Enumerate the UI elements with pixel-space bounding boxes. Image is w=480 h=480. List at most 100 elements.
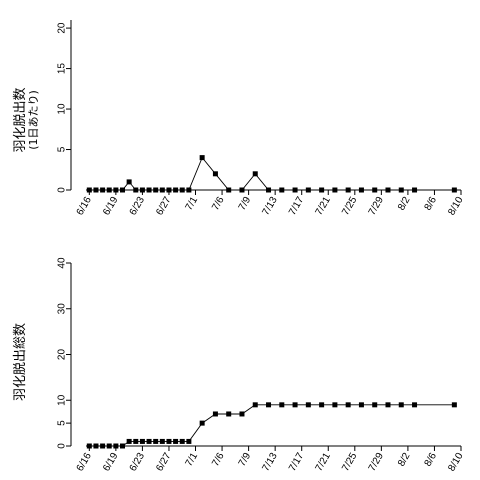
- data-point: [319, 187, 325, 193]
- data-point: [93, 443, 99, 449]
- data-point: [186, 187, 192, 193]
- data-point: [126, 438, 132, 444]
- x-tick-label: 7/25: [340, 195, 359, 218]
- data-point: [226, 187, 232, 193]
- data-point: [239, 187, 245, 193]
- y-tick-label: 40: [57, 257, 68, 269]
- data-point: [372, 187, 378, 193]
- data-point: [398, 402, 404, 408]
- data-point: [106, 443, 112, 449]
- data-point: [385, 402, 391, 408]
- data-point: [292, 402, 298, 408]
- x-tick-label: 7/13: [260, 195, 279, 218]
- y-tick-label: 15: [57, 63, 68, 75]
- x-tick-label: 7/21: [314, 451, 333, 474]
- data-point: [451, 402, 457, 408]
- x-tick-label: 6/23: [128, 195, 147, 218]
- data-point: [345, 187, 351, 193]
- data-point: [305, 187, 311, 193]
- y-axis-sublabel: (1日あたり): [27, 90, 40, 150]
- data-point: [133, 438, 139, 444]
- data-point: [332, 402, 338, 408]
- data-point: [292, 187, 298, 193]
- data-point: [252, 402, 258, 408]
- x-tick-label: 8/2: [396, 195, 413, 213]
- data-point: [159, 438, 165, 444]
- data-point: [86, 443, 92, 449]
- series-line: [89, 156, 455, 191]
- x-tick-label: 7/17: [287, 451, 306, 474]
- x-tick-label: 6/19: [101, 451, 120, 474]
- data-point: [86, 187, 92, 193]
- data-point: [153, 438, 159, 444]
- x-tick-label: 7/25: [340, 451, 359, 474]
- data-point: [305, 402, 311, 408]
- x-tick-label: 7/6: [210, 195, 227, 213]
- x-tick-label: 6/27: [154, 195, 173, 218]
- x-tick-label: 7/29: [367, 451, 386, 474]
- data-point: [451, 187, 457, 193]
- data-point: [319, 402, 325, 408]
- data-point: [120, 443, 126, 449]
- data-point: [179, 187, 185, 193]
- data-point: [345, 402, 351, 408]
- data-point: [179, 438, 185, 444]
- data-point: [113, 187, 119, 193]
- y-tick-label: 0: [57, 187, 68, 193]
- data-point: [133, 187, 139, 193]
- data-point: [212, 171, 218, 177]
- data-point: [173, 438, 179, 444]
- data-point: [186, 438, 192, 444]
- data-point: [226, 411, 232, 417]
- x-tick-label: 8/6: [423, 451, 440, 469]
- y-tick-label: 20: [57, 22, 68, 34]
- x-tick-label: 7/29: [367, 195, 386, 218]
- data-point: [146, 438, 152, 444]
- data-point: [279, 402, 285, 408]
- y-tick-label: 5: [57, 420, 68, 426]
- data-point: [113, 443, 119, 449]
- x-tick-label: 6/19: [101, 195, 120, 218]
- data-point: [332, 187, 338, 193]
- data-point: [93, 187, 99, 193]
- x-tick-label: 7/6: [210, 451, 227, 469]
- data-point: [239, 411, 245, 417]
- data-point: [252, 171, 258, 177]
- data-point: [166, 438, 172, 444]
- data-point: [126, 179, 132, 185]
- data-point: [139, 438, 145, 444]
- x-tick-label: 7/9: [237, 195, 254, 213]
- x-tick-label: 7/9: [237, 451, 254, 469]
- x-tick-label: 7/13: [260, 451, 279, 474]
- y-tick-label: 20: [57, 349, 68, 361]
- x-tick-label: 7/21: [314, 195, 333, 218]
- x-tick-label: 6/23: [128, 451, 147, 474]
- y-tick-label: 10: [57, 394, 68, 406]
- y-tick-label: 5: [57, 146, 68, 152]
- data-point: [159, 187, 165, 193]
- x-tick-label: 8/10: [446, 195, 465, 218]
- data-point: [398, 187, 404, 193]
- data-point: [173, 187, 179, 193]
- y-tick-label: 10: [57, 103, 68, 115]
- data-point: [166, 187, 172, 193]
- data-point: [358, 402, 364, 408]
- data-point: [266, 402, 272, 408]
- y-tick-label: 0: [57, 443, 68, 449]
- data-point: [372, 402, 378, 408]
- x-tick-label: 8/2: [396, 451, 413, 469]
- data-point: [153, 187, 159, 193]
- x-tick-label: 8/10: [446, 451, 465, 474]
- data-point: [146, 187, 152, 193]
- data-point: [139, 187, 145, 193]
- data-point: [106, 187, 112, 193]
- data-point: [100, 187, 106, 193]
- data-point: [358, 187, 364, 193]
- x-tick-label: 7/1: [184, 451, 201, 469]
- x-tick-label: 8/6: [423, 195, 440, 213]
- data-point: [212, 411, 218, 417]
- x-tick-label: 6/27: [154, 451, 173, 474]
- series-line: [89, 404, 455, 447]
